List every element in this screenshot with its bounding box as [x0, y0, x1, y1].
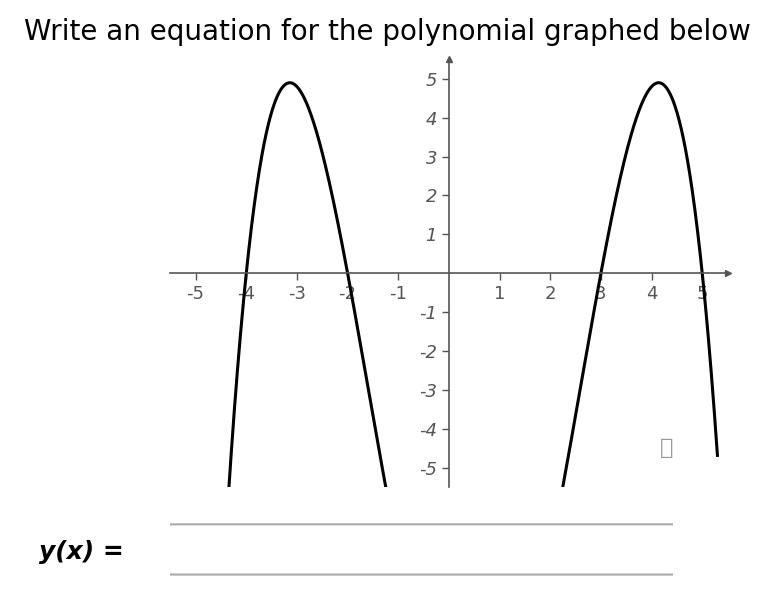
- Text: Write an equation for the polynomial graphed below: Write an equation for the polynomial gra…: [23, 18, 751, 46]
- Text: 🔍: 🔍: [660, 438, 673, 458]
- Text: y(x) =: y(x) =: [39, 541, 124, 564]
- FancyBboxPatch shape: [166, 525, 678, 574]
